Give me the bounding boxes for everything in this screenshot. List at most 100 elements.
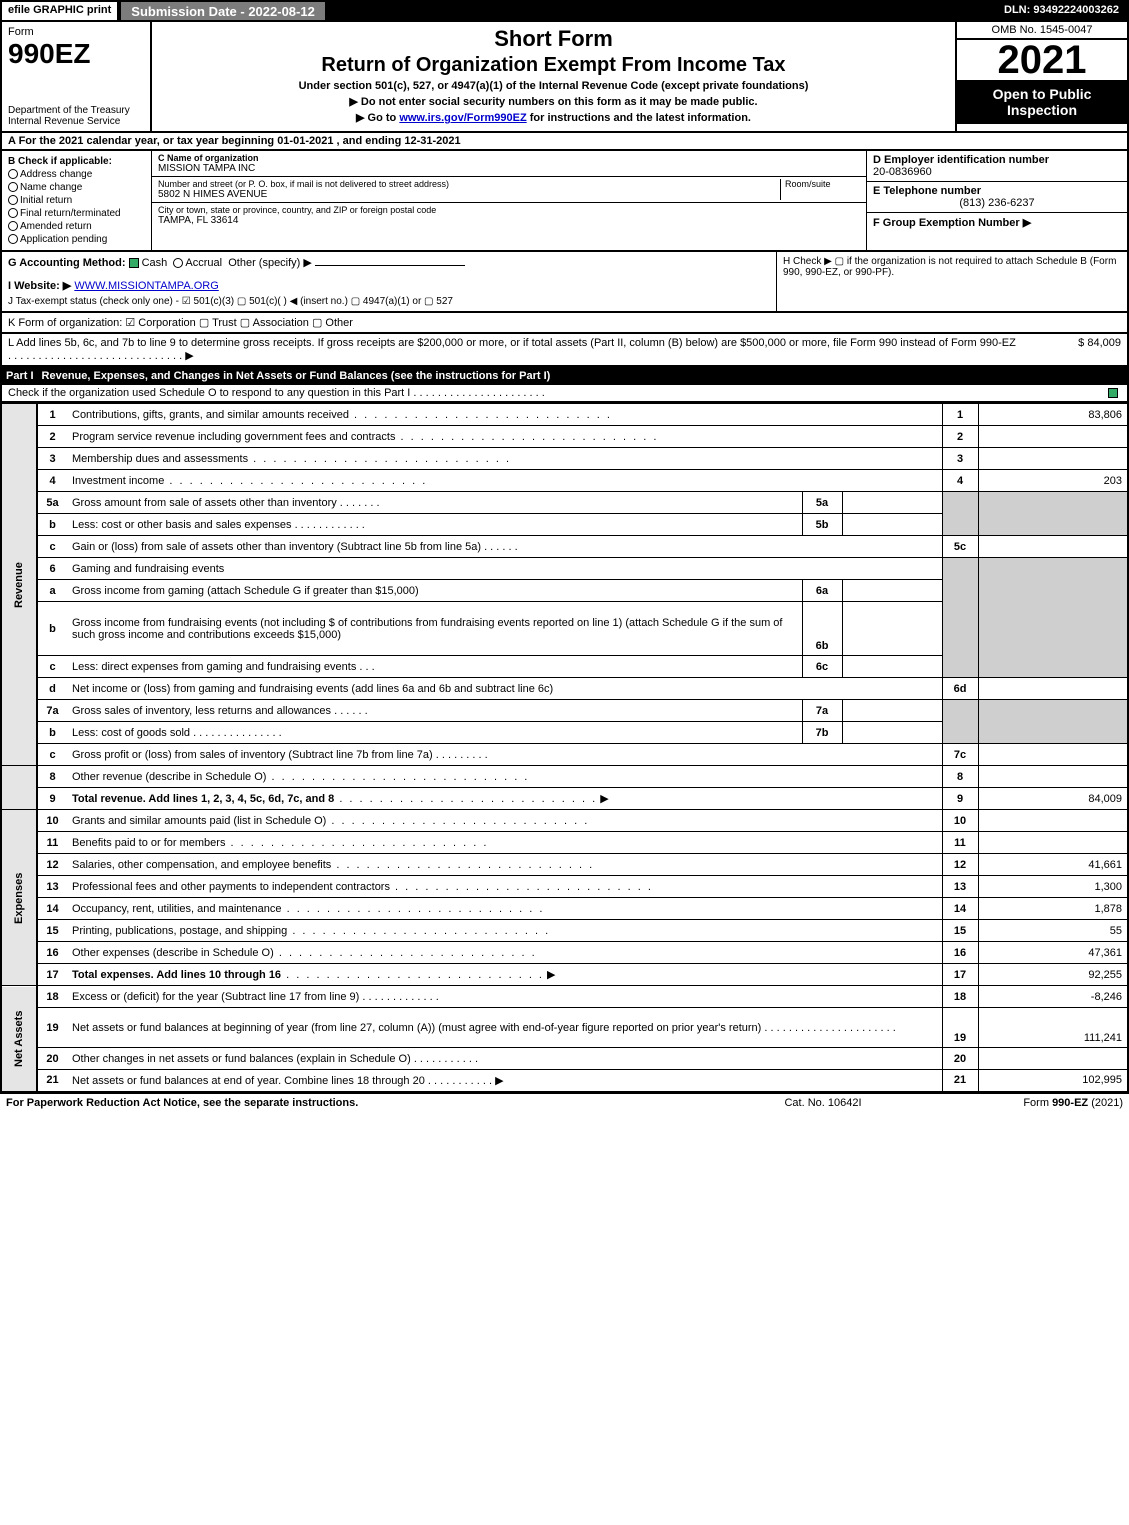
section-c: C Name of organization MISSION TAMPA INC…: [152, 151, 867, 250]
l21-no: 21: [37, 1070, 67, 1092]
l3-no: 3: [37, 448, 67, 470]
org-name: MISSION TAMPA INC: [158, 163, 860, 174]
cb-accrual[interactable]: [173, 258, 183, 268]
footer-right: Form 990-EZ (2021): [923, 1097, 1123, 1109]
row-bcdef: B Check if applicable: Address change Na…: [0, 151, 1129, 252]
d-lbl: D Employer identification number: [873, 154, 1121, 166]
l16-num: 16: [942, 942, 978, 964]
lines-table: Revenue 1 Contributions, gifts, grants, …: [0, 403, 1129, 1093]
footer-right-bold: 990-EZ: [1052, 1097, 1088, 1109]
l13-amt: 1,300: [978, 876, 1128, 898]
title-return: Return of Organization Exempt From Incom…: [160, 54, 947, 77]
l7c-no: c: [37, 744, 67, 766]
part1-check-row: Check if the organization used Schedule …: [0, 385, 1129, 403]
l10-desc: Grants and similar amounts paid (list in…: [72, 815, 326, 827]
opt-amended: Amended return: [20, 221, 92, 232]
l17-desc: Total expenses. Add lines 10 through 16: [72, 969, 281, 981]
part1-title: Revenue, Expenses, and Changes in Net As…: [42, 370, 1123, 382]
part1-header: Part I Revenue, Expenses, and Changes in…: [0, 367, 1129, 385]
open-to-public: Open to Public Inspection: [957, 80, 1127, 124]
l5a-sub: 5a: [802, 492, 842, 514]
cb-cash[interactable]: [129, 258, 139, 268]
l6d-desc: Net income or (loss) from gaming and fun…: [67, 678, 942, 700]
l16-desc: Other expenses (describe in Schedule O): [72, 947, 274, 959]
l7b-val: [842, 722, 942, 744]
l18-desc: Excess or (deficit) for the year (Subtra…: [72, 991, 359, 1003]
l9-num: 9: [942, 788, 978, 810]
l3-num: 3: [942, 448, 978, 470]
l3-amt: [978, 448, 1128, 470]
l13-num: 13: [942, 876, 978, 898]
l19-no: 19: [37, 1008, 67, 1048]
l7b-desc: Less: cost of goods sold: [72, 727, 190, 739]
l2-num: 2: [942, 426, 978, 448]
l6abc-greyamt: [978, 558, 1128, 678]
l7a-desc: Gross sales of inventory, less returns a…: [72, 705, 331, 717]
cb-address-change[interactable]: Address change: [8, 169, 145, 180]
form-word: Form: [8, 26, 144, 38]
l6b-desc: Gross income from fundraising events (no…: [67, 602, 802, 656]
l12-amt: 41,661: [978, 854, 1128, 876]
org-city: TAMPA, FL 33614: [158, 215, 860, 226]
c-city-lbl: City or town, state or province, country…: [158, 205, 860, 215]
l17-no: 17: [37, 964, 67, 986]
l19-amt: 111,241: [978, 1008, 1128, 1048]
g-accrual: Accrual: [185, 257, 222, 269]
l5a-val: [842, 492, 942, 514]
c-name-lbl: C Name of organization: [158, 153, 860, 163]
l2-desc: Program service revenue including govern…: [72, 431, 395, 443]
l9-no: 9: [37, 788, 67, 810]
l7c-desc: Gross profit or (loss) from sales of inv…: [72, 749, 433, 761]
l10-amt: [978, 810, 1128, 832]
l7c-num: 7c: [942, 744, 978, 766]
i-lbl: I Website: ▶: [8, 280, 71, 292]
opt-pending: Application pending: [20, 234, 107, 245]
l5b-no: b: [37, 514, 67, 536]
l12-num: 12: [942, 854, 978, 876]
efile-print-label[interactable]: efile GRAPHIC print: [0, 0, 119, 22]
section-a: A For the 2021 calendar year, or tax yea…: [0, 133, 1129, 151]
l6d-num: 6d: [942, 678, 978, 700]
cb-name-change[interactable]: Name change: [8, 182, 145, 193]
cb-initial-return[interactable]: Initial return: [8, 195, 145, 206]
l11-amt: [978, 832, 1128, 854]
g-cash: Cash: [142, 257, 168, 269]
l14-desc: Occupancy, rent, utilities, and maintena…: [72, 903, 282, 915]
l6a-desc: Gross income from gaming (attach Schedul…: [67, 580, 802, 602]
opt-initial: Initial return: [20, 195, 72, 206]
section-b: B Check if applicable: Address change Na…: [2, 151, 152, 250]
l4-no: 4: [37, 470, 67, 492]
l7ab-greynum: [942, 700, 978, 744]
g-lbl: G Accounting Method:: [8, 257, 126, 269]
l15-no: 15: [37, 920, 67, 942]
l6b-sub: 6b: [802, 602, 842, 656]
website-link[interactable]: WWW.MISSIONTAMPA.ORG: [74, 280, 218, 292]
l5c-amt: [978, 536, 1128, 558]
expenses-section-label: Expenses: [1, 810, 37, 986]
footer: For Paperwork Reduction Act Notice, see …: [0, 1093, 1129, 1112]
dept-treasury: Department of the Treasury: [8, 105, 144, 116]
l6c-no: c: [37, 656, 67, 678]
irs-link[interactable]: www.irs.gov/Form990EZ: [399, 112, 526, 124]
l5b-sub: 5b: [802, 514, 842, 536]
opt-final: Final return/terminated: [20, 208, 121, 219]
section-h: H Check ▶ ▢ if the organization is not r…: [777, 252, 1127, 311]
l2-no: 2: [37, 426, 67, 448]
cb-app-pending[interactable]: Application pending: [8, 234, 145, 245]
l20-no: 20: [37, 1048, 67, 1070]
l1-num: 1: [942, 404, 978, 426]
l18-no: 18: [37, 986, 67, 1008]
l6a-val: [842, 580, 942, 602]
l16-no: 16: [37, 942, 67, 964]
l6c-val: [842, 656, 942, 678]
l4-num: 4: [942, 470, 978, 492]
l10-num: 10: [942, 810, 978, 832]
l8-desc: Other revenue (describe in Schedule O): [72, 771, 266, 783]
l5c-desc: Gain or (loss) from sale of assets other…: [72, 541, 481, 553]
part1-checkbox[interactable]: [1108, 388, 1118, 398]
cb-amended-return[interactable]: Amended return: [8, 221, 145, 232]
footer-right-pre: Form: [1023, 1097, 1052, 1109]
l1-amt: 83,806: [978, 404, 1128, 426]
cb-final-return[interactable]: Final return/terminated: [8, 208, 145, 219]
l16-amt: 47,361: [978, 942, 1128, 964]
